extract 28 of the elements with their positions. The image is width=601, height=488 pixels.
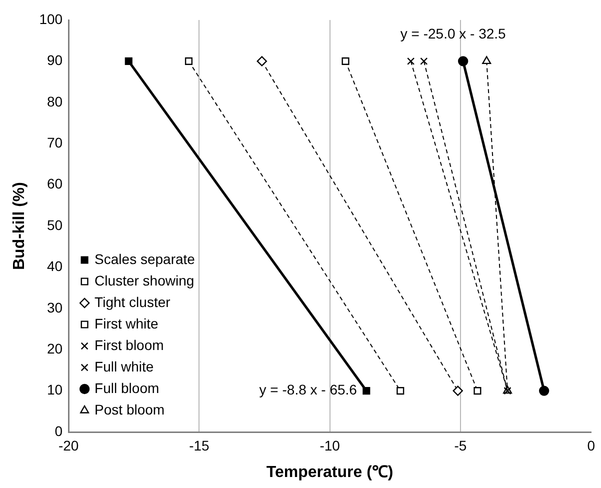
y-tick-label: 100 [39,10,63,27]
y-tick-label: 30 [46,299,63,316]
y-tick-label: 10 [46,382,63,398]
x-tick-label: -15 [189,437,210,454]
x-tick-label: 0 [587,437,596,454]
y-tick-label: 50 [46,216,63,233]
legend-label: Full white [94,358,154,374]
legend-label: Post bloom [94,401,165,418]
legend-label: First white [94,315,159,332]
x-axis-title: Temperature (℃) [266,464,394,481]
annotation: y = -25.0 x - 32.5 [400,25,506,42]
legend-label: Full bloom [94,380,160,396]
annotation: y = -8.8 x - 65.6 [259,382,358,398]
y-tick-label: 20 [46,340,63,356]
x-tick-label: -10 [320,437,340,454]
y-tick-label: 60 [46,176,63,192]
legend-label: First bloom [94,336,164,353]
legend-label: Cluster showing [94,272,194,288]
y-tick-label: 70 [46,134,63,150]
x-tick-label: -20 [58,437,79,454]
y-tick-label: 90 [46,52,63,68]
y-tick-label: 80 [46,93,63,110]
y-axis-title: Bud-kill (%) [11,182,28,270]
y-tick-label: 40 [46,258,63,274]
y-tick-label: 0 [54,422,63,439]
legend-label: Scales separate [94,250,196,267]
x-tick-label: -5 [454,437,467,454]
legend-label: Tight cluster [94,294,171,310]
